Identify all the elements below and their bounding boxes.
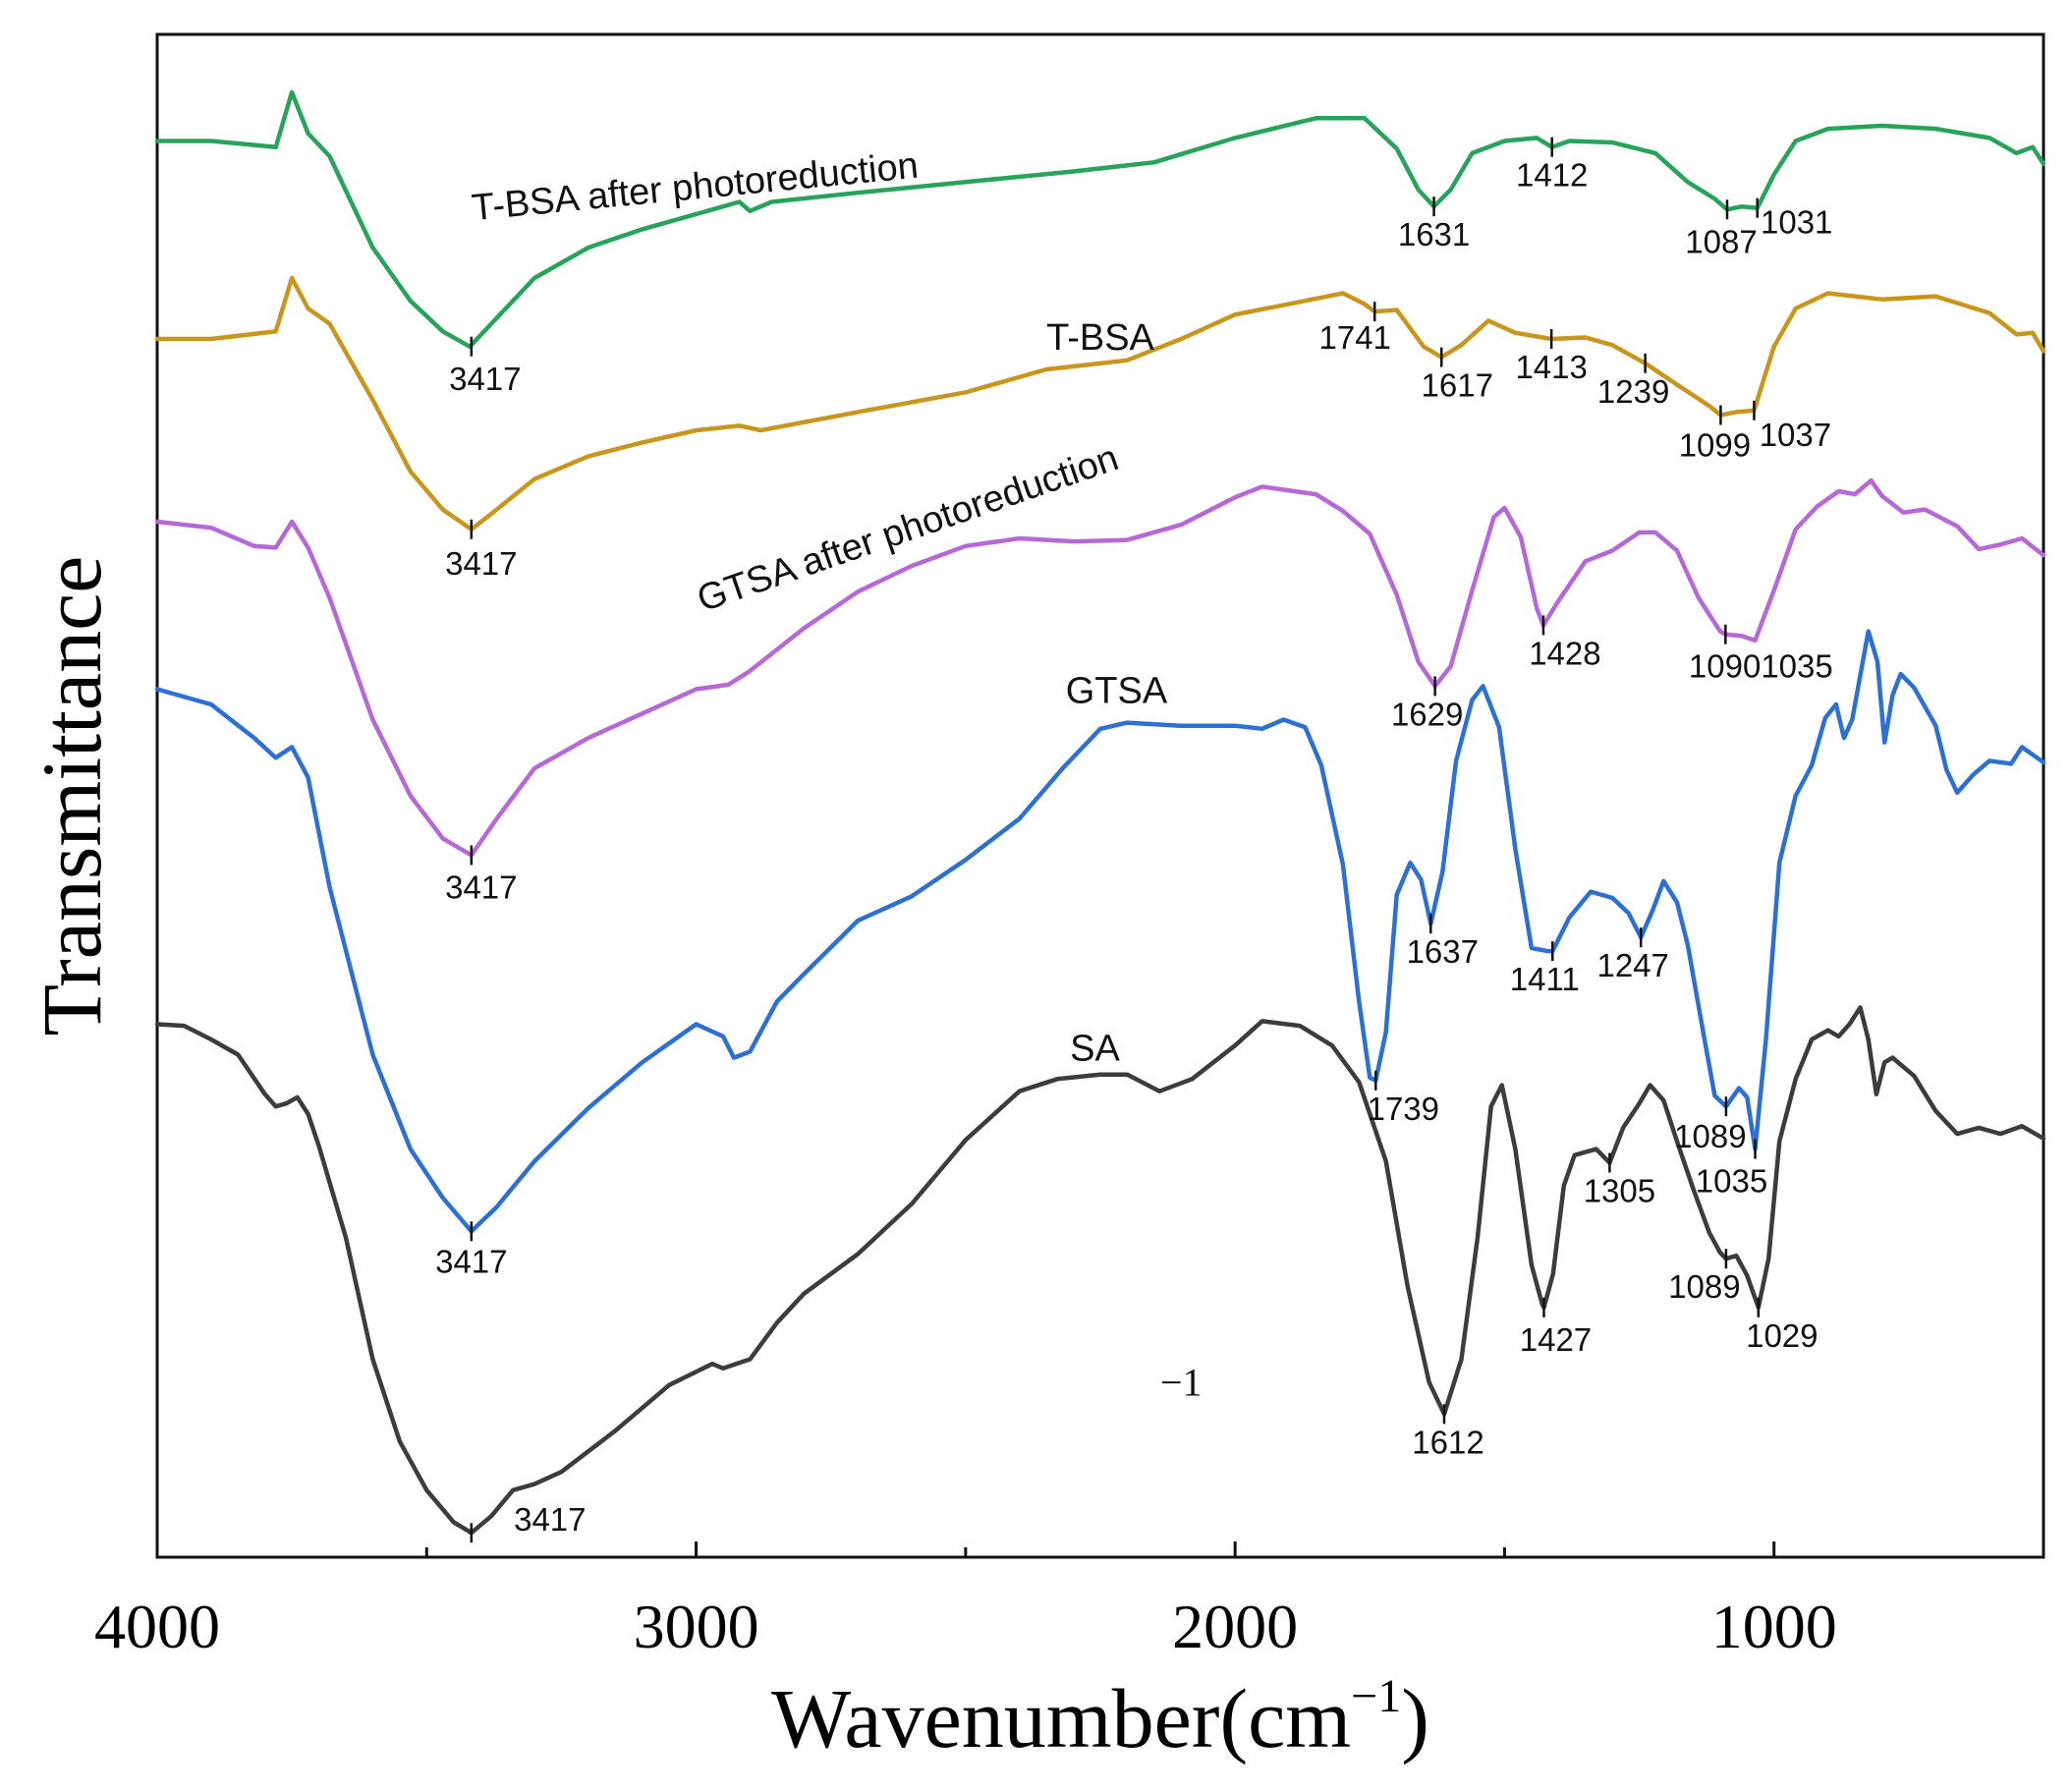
x-tick-label-2000: 2000: [1172, 1592, 1298, 1661]
peak-label: 1411: [1510, 961, 1580, 997]
x-tick-label-4000: 4000: [94, 1592, 220, 1661]
peak-label: 1247: [1597, 947, 1669, 983]
peak-label: 1089: [1668, 1268, 1740, 1305]
peak-label: 10901035: [1689, 648, 1833, 685]
axes: [155, 32, 2045, 1559]
series-line-gtsa-after-photoreduction: [154, 477, 2046, 858]
peak-label: 3417: [449, 361, 521, 397]
peak-label: 1239: [1597, 373, 1669, 410]
peak-label: 1412: [1516, 157, 1588, 194]
peak-label: 1617: [1422, 367, 1493, 404]
series-line-t-bsa-after-photoreduction: [154, 89, 2046, 350]
peak-label: 1427: [1520, 1321, 1592, 1358]
peak-label: 1099: [1679, 427, 1751, 464]
peak-label: 1035: [1696, 1163, 1767, 1200]
series-line-t-bsa: [154, 275, 2046, 532]
peak-label: 3417: [445, 545, 517, 582]
peak-label: 1029: [1746, 1317, 1818, 1354]
unit-annotation: −1: [1160, 1361, 1203, 1405]
peak-label: 3417: [445, 868, 517, 905]
x-axis-title-main: Wavenumber(cm: [771, 1671, 1351, 1765]
series-label: T-BSA: [1046, 317, 1154, 359]
y-axis-title: Transmittance: [25, 556, 119, 1036]
peak-label: 1739: [1368, 1091, 1439, 1127]
series-label: GTSA: [1066, 670, 1168, 711]
plot-frame: [155, 32, 2045, 1559]
series-label: GTSA after photoreduction: [693, 437, 1124, 620]
x-ticks: 4000 3000 2000 1000: [94, 1541, 1837, 1661]
x-tick-label-3000: 3000: [634, 1592, 759, 1661]
series-line-gtsa: [154, 629, 2046, 1234]
peak-label: 1637: [1407, 933, 1479, 970]
peak-label: 3417: [435, 1243, 507, 1279]
peak-label: 1741: [1319, 319, 1391, 356]
x-axis-title-unit-exponent: −1: [1351, 1670, 1401, 1722]
peak-label: 1629: [1391, 696, 1463, 732]
peak-label: 1089: [1674, 1118, 1746, 1154]
series-label: SA: [1070, 1029, 1120, 1070]
peak-label: 1631: [1398, 216, 1470, 252]
peak-label: 1037: [1760, 417, 1831, 453]
x-axis-title-close: ): [1401, 1671, 1429, 1765]
x-axis-title: Wavenumber(cm−1): [771, 1670, 1429, 1765]
x-tick-label-1000: 1000: [1711, 1592, 1837, 1661]
peak-label: 1428: [1529, 635, 1600, 671]
peak-label: 1031: [1761, 204, 1832, 241]
peak-label: 1305: [1584, 1173, 1655, 1209]
peak-label: 1087: [1685, 223, 1757, 259]
peak-label: 3417: [514, 1501, 586, 1538]
peak-label: 1612: [1412, 1424, 1483, 1460]
peak-label: 1413: [1515, 349, 1587, 385]
